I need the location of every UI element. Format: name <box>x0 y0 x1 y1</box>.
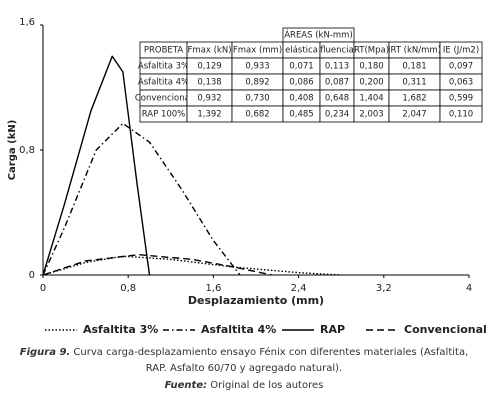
table-text: 0,200 <box>359 78 383 88</box>
table-text: 2,003 <box>359 110 383 120</box>
table-text: 0,648 <box>325 94 349 104</box>
table-text: 0,138 <box>197 78 221 88</box>
legend-label: RAP <box>320 323 345 336</box>
table-text: 0,234 <box>325 110 349 120</box>
x-axis-label: Desplazamiento (mm) <box>188 294 324 307</box>
table-header: fluencia <box>320 46 354 56</box>
table-text: 0,599 <box>449 94 473 104</box>
legend-label: Asfaltita 4% <box>201 323 276 336</box>
table-text: RAP 100% <box>142 110 186 120</box>
legend-label: Convencional <box>404 323 487 336</box>
table-header: RT(Mpa) <box>354 46 389 56</box>
table-text: 0,180 <box>359 62 383 72</box>
series-line <box>42 253 273 276</box>
table-text: 0,086 <box>289 78 313 88</box>
x-tick-label: 4 <box>466 283 472 294</box>
table-group-header: ÁREAS (kN-mm) <box>284 29 353 41</box>
table-header: elástica <box>285 46 318 56</box>
table-text: 0,933 <box>245 62 269 72</box>
series-line <box>42 55 151 276</box>
caption-label: Figura 9. <box>19 347 71 358</box>
table-text: 0,110 <box>449 110 473 120</box>
table-text: 0,097 <box>449 62 473 72</box>
table-text: 0,063 <box>449 78 473 88</box>
table-text: 0,071 <box>289 62 313 72</box>
y-tick-label: 0 <box>29 270 35 281</box>
y-axis-label: Carga (kN) <box>7 120 18 181</box>
table-text: 0,129 <box>197 62 221 72</box>
table-text: 0,311 <box>402 78 426 88</box>
table-text: 0,932 <box>197 94 221 104</box>
table-text: 0,408 <box>289 94 313 104</box>
y-tick-label: 1,6 <box>19 17 35 28</box>
table-text: 0,892 <box>245 78 269 88</box>
caption: Figura 9. Curva carga-desplazamiento ens… <box>10 345 478 377</box>
table-text: Convencional <box>135 94 192 104</box>
table-cell <box>439 105 483 123</box>
table-text: 0,181 <box>402 62 426 72</box>
table-text: 0,485 <box>289 110 313 120</box>
source-text: Original de los autores <box>210 380 324 391</box>
x-tick-label: 1,6 <box>205 283 221 294</box>
caption-text: Curva carga-desplazamiento ensayo Fénix … <box>73 347 469 374</box>
y-tick-label: 0,8 <box>19 145 35 156</box>
table-header: Fmax (kN) <box>187 46 231 56</box>
table-text: Asfaltita 4% <box>138 78 189 88</box>
legend-label: Asfaltita 3% <box>83 323 158 336</box>
table-header: IRT (kN/mm) <box>388 46 441 56</box>
series-line <box>42 255 342 276</box>
table-text: 0,087 <box>325 78 349 88</box>
table-text: 1,392 <box>197 110 221 120</box>
chart: Carga (kN) Desplazamiento (mm) 0 0,8 1,6 0 0… <box>7 17 487 336</box>
table-header: PROBETA <box>144 46 183 56</box>
x-tick-label: 0,8 <box>120 283 136 294</box>
x-tick-label: 3,2 <box>376 283 392 294</box>
table-header: IE (J/m2) <box>443 46 479 56</box>
table-text: 0,730 <box>245 94 269 104</box>
table-text: 0,682 <box>245 110 269 120</box>
source-label: Fuente: <box>164 380 208 391</box>
x-tick-label: 0 <box>40 283 46 294</box>
x-tick-label: 2,4 <box>291 283 307 294</box>
table-text: 1,404 <box>359 94 383 104</box>
source: Fuente: Original de los autores <box>10 378 478 394</box>
table-text: Asfaltita 3% <box>138 62 189 72</box>
table-text: 1,682 <box>402 94 426 104</box>
table-header: Fmax (mm) <box>233 46 282 56</box>
series-line <box>42 122 241 276</box>
table-text: 0,113 <box>325 62 349 72</box>
table-text: 2,047 <box>402 110 426 120</box>
